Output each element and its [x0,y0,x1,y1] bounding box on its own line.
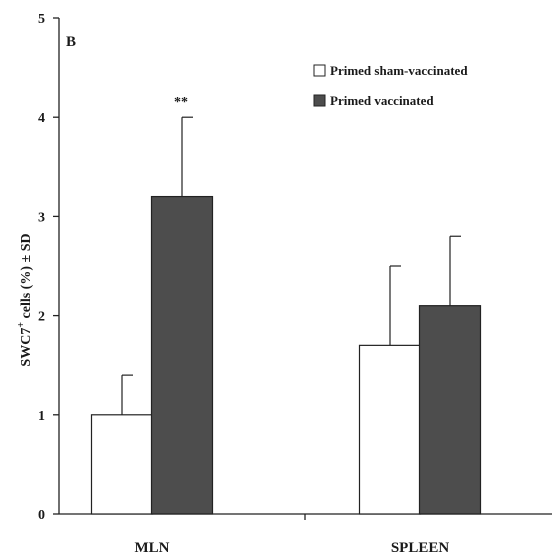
y-tick-label: 5 [38,12,45,27]
legend-item-vaccinated: Primed vaccinated [313,93,434,108]
significance-marker: ** [174,95,188,110]
y-axis-label: SWC7+ cells (%) ± SD [16,233,34,366]
legend-label-sham: Primed sham-vaccinated [330,63,468,78]
bar [90,414,154,515]
bar [418,305,482,515]
panel-label: B [66,34,76,50]
y-tick-label: 3 [38,210,45,225]
y-tick-label: 0 [38,508,45,523]
y-tick-label: 4 [38,111,45,126]
legend-label-vaccinated: Primed vaccinated [330,93,434,108]
x-category-label: SPLEEN [391,540,450,556]
x-category-label: MLN [135,540,170,556]
bar [150,195,214,515]
y-tick-label: 1 [38,409,45,424]
legend-swatch-vaccinated [313,94,326,107]
legend-swatch-sham [313,64,326,77]
legend-item-sham: Primed sham-vaccinated [313,63,468,78]
y-tick-label: 2 [38,310,45,325]
bar [358,344,422,515]
legend: Primed sham-vaccinated Primed vaccinated [313,63,468,108]
